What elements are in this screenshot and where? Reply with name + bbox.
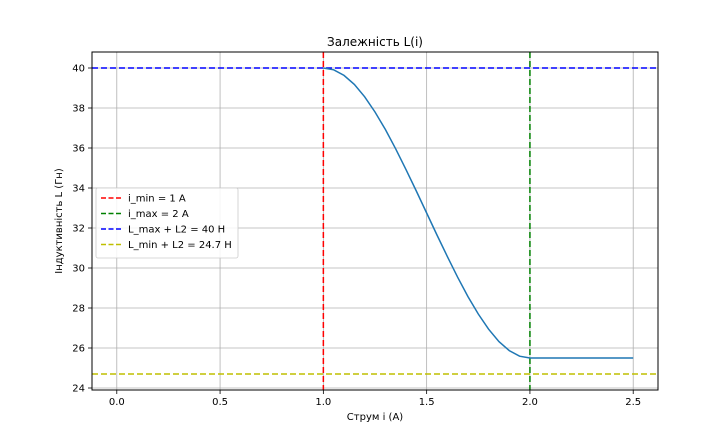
y-tick-label: 36 <box>72 144 85 155</box>
y-tick-label: 30 <box>72 264 85 275</box>
legend-box <box>95 187 239 259</box>
x-tick-label: 1.0 <box>315 397 331 408</box>
legend-label: L_min + L2 = 24.7 H <box>128 240 232 251</box>
y-axis-ticks: 24 26 28 30 32 34 36 38 40 <box>72 64 92 395</box>
y-tick-label: 26 <box>72 344 85 355</box>
x-axis-ticks: 0.0 0.5 1.0 1.5 2.0 2.5 <box>109 390 641 408</box>
reference-lines <box>92 52 658 390</box>
series-line <box>323 67 634 359</box>
plot-frame <box>91 51 659 391</box>
x-tick-label: 2.5 <box>625 397 641 408</box>
x-tick-label: 1.5 <box>419 397 435 408</box>
y-tick-label: 24 <box>72 384 85 395</box>
y-tick-label: 40 <box>72 64 85 75</box>
x-tick-label: 0.0 <box>109 397 125 408</box>
x-axis-title: Струм i (A) <box>347 412 403 423</box>
y-axis-title: Індуктивність L (Гн) <box>53 168 65 274</box>
legend-label: i_max = 2 A <box>128 209 189 220</box>
legend-label: L_max + L2 = 40 H <box>128 225 225 236</box>
legend-label: i_min = 1 A <box>128 194 186 205</box>
x-tick-label: 0.5 <box>212 397 228 408</box>
y-tick-label: 34 <box>72 184 85 195</box>
y-tick-label: 28 <box>72 304 85 315</box>
y-tick-label: 32 <box>72 224 85 235</box>
legend: i_min = 1 A i_max = 2 A L_max + L2 = 40 H L… <box>95 187 239 259</box>
chart-title: Залежність L(i) <box>327 35 423 49</box>
curves <box>323 67 634 359</box>
y-tick-label: 38 <box>72 104 85 115</box>
x-tick-label: 2.0 <box>522 397 538 408</box>
